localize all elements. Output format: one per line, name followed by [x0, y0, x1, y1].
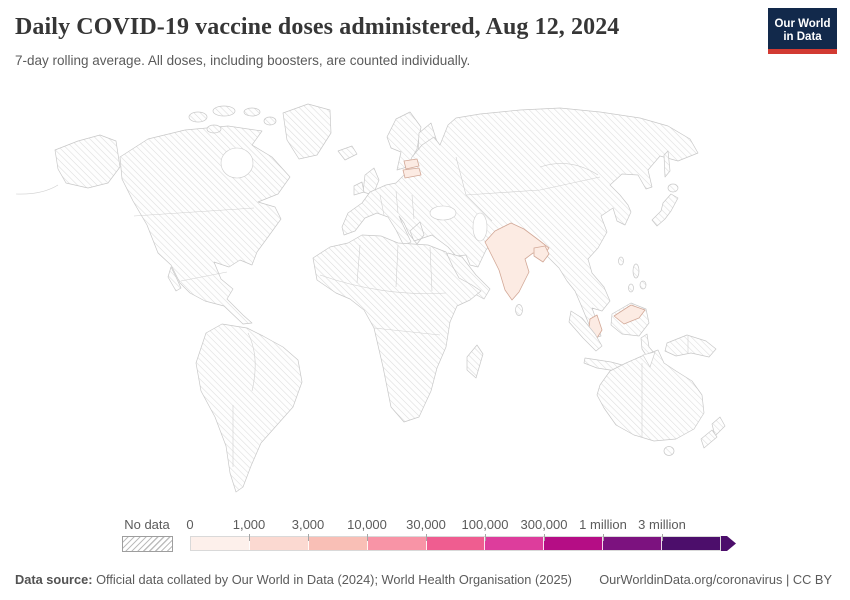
island-new-guinea[interactable] [664, 334, 717, 358]
legend-bin-2[interactable] [308, 537, 368, 550]
arctic-island[interactable] [243, 107, 261, 117]
country-region-south-america[interactable] [195, 323, 303, 493]
legend-bin-1[interactable] [249, 537, 309, 550]
hudson-bay [220, 147, 254, 179]
country-australia[interactable] [596, 349, 705, 442]
country-sri-lanka[interactable] [515, 304, 523, 316]
country-philippines[interactable] [632, 263, 640, 279]
country-new-zealand-north[interactable] [711, 416, 726, 437]
country-region-eurasia[interactable] [341, 107, 699, 339]
legend-bar [190, 536, 721, 551]
legend-bin-5[interactable] [485, 537, 545, 550]
country-region-north-america[interactable] [119, 125, 291, 325]
owid-logo-line1: Our World [774, 17, 831, 30]
country-estonia[interactable] [403, 158, 420, 170]
legend-tick-label: 0 [186, 517, 194, 532]
brazil-border [247, 332, 256, 392]
island-sumatra[interactable] [568, 310, 603, 352]
gulf-of-carpentaria [642, 351, 656, 368]
country-malaysia-east[interactable] [613, 304, 646, 325]
legend-tick-mark [367, 534, 368, 541]
country-madagascar[interactable] [466, 344, 484, 379]
legend-tick-label: 1,000 [232, 517, 266, 532]
country-region-alaska[interactable] [54, 134, 121, 189]
legend-tick-label: 3,000 [291, 517, 325, 532]
legend-bin-8[interactable] [662, 537, 721, 550]
mongolia-border [539, 163, 599, 176]
legend-bin-7[interactable] [603, 537, 663, 550]
legend-tick-label: 3 million [638, 517, 686, 532]
owid-logo[interactable]: Our World in Data [768, 8, 837, 54]
aleutian-islands [15, 184, 59, 195]
data-source-label: Data source: [15, 572, 93, 587]
country-japan[interactable] [651, 193, 679, 227]
legend-tick-mark [544, 534, 545, 541]
country-philippines[interactable] [628, 283, 634, 293]
legend-bin-3[interactable] [367, 537, 427, 550]
caspian-sea [472, 212, 488, 242]
legend-tick-mark [662, 534, 663, 541]
data-source-value: Official data collated by Our World in D… [96, 572, 572, 587]
country-latvia[interactable] [402, 167, 422, 179]
russia-china-border [465, 176, 601, 196]
legend-bin-0[interactable] [191, 537, 250, 550]
africa-borders [319, 244, 447, 336]
region-baja-california[interactable] [167, 266, 182, 292]
europe-borders [379, 190, 415, 220]
world-map-svg [15, 103, 726, 493]
page-subtitle: 7-day rolling average. All doses, includ… [15, 53, 471, 68]
arctic-island[interactable] [263, 116, 277, 126]
legend-tick-label: 1 million [579, 517, 627, 532]
country-tasmania[interactable] [663, 446, 675, 456]
legend-tick-mark [485, 534, 486, 541]
island-sakhalin[interactable] [663, 150, 671, 178]
legend-tick-label: 300,000 [520, 517, 568, 532]
world-choropleth-map [0, 95, 850, 507]
legend-labels: 0 1,000 3,000 10,000 30,000 100,000 300,000 1 m… [186, 517, 750, 533]
legend-tick-label: 100,000 [461, 517, 509, 532]
country-iceland[interactable] [337, 145, 358, 161]
legend-no-data-label: No data [124, 517, 170, 532]
legend-bin-6[interactable] [544, 537, 604, 550]
legend-tick-mark [308, 534, 309, 541]
owid-logo-red-bar [768, 49, 837, 54]
country-greenland[interactable] [282, 103, 332, 160]
legend-arrow [721, 536, 736, 551]
country-bangladesh[interactable] [533, 245, 550, 263]
arctic-island[interactable] [188, 111, 208, 123]
black-sea [429, 205, 457, 221]
us-canada-border [133, 207, 255, 217]
country-philippines[interactable] [639, 280, 647, 290]
arctic-island[interactable] [206, 124, 222, 134]
page-title: Daily COVID-19 vaccine doses administere… [15, 14, 620, 40]
country-ireland[interactable] [353, 181, 365, 196]
arctic-island[interactable] [212, 105, 236, 117]
data-source-text: Data source: Official data collated by O… [15, 572, 572, 587]
legend-tick-mark [426, 534, 427, 541]
country-region-africa[interactable] [312, 234, 482, 423]
owid-coronavirus-link[interactable]: OurWorldinData.org/coronavirus | CC BY [599, 572, 832, 587]
country-japan-hokkaido[interactable] [667, 183, 679, 193]
legend-bin-4[interactable] [426, 537, 486, 550]
legend-tick-mark [249, 534, 250, 541]
legend-tick-label: 10,000 [347, 517, 387, 532]
legend-tick-mark [603, 534, 604, 541]
legend: 0 1,000 3,000 10,000 30,000 100,000 300,000 1 m… [186, 512, 750, 556]
country-taiwan[interactable] [618, 256, 624, 266]
legend-tick-label: 30,000 [406, 517, 446, 532]
country-india[interactable] [484, 222, 550, 301]
footer: Data source: Official data collated by O… [0, 568, 850, 594]
us-mexico-border [180, 271, 228, 282]
owid-logo-line2: in Data [783, 31, 822, 43]
country-new-zealand-south[interactable] [700, 429, 718, 449]
legend-no-data-swatch[interactable] [122, 536, 173, 552]
